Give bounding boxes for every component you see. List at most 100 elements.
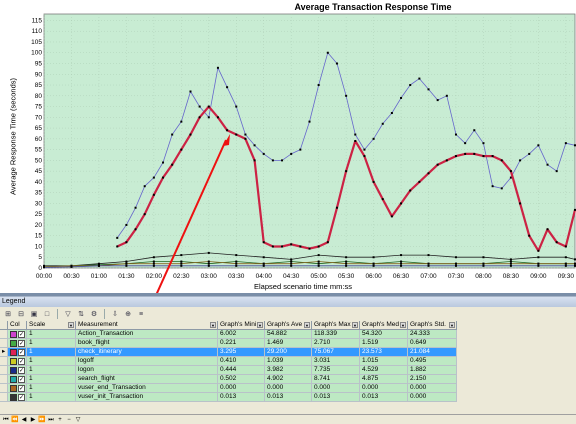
y-tick-label: 5 [38,254,42,261]
x-axis-title: Elapsed scenario time mm:ss [254,282,352,291]
sort-icon[interactable]: ⇅ [78,311,84,318]
color-swatch[interactable] [10,385,17,392]
data-point-logon [235,254,238,257]
color-swatch[interactable] [10,367,17,374]
color-swatch[interactable] [10,331,17,338]
color-cell[interactable]: ✓ [8,366,27,375]
data-point-logoff [207,264,210,267]
data-point-search_flight [482,262,485,265]
row-selector[interactable] [0,357,8,366]
y-tick-label: 105 [31,39,42,46]
chevron-down-icon[interactable]: ▼ [257,322,263,328]
column-header-measurement[interactable]: Measurement ▼ [76,321,218,330]
visibility-checkbox[interactable]: ✓ [18,331,25,338]
last-page-icon[interactable]: ⏭ [48,416,54,423]
color-cell[interactable]: ✓ [8,384,27,393]
chevron-down-icon[interactable]: ▼ [449,322,455,328]
data-point-Action_Transaction [198,105,201,108]
visibility-checkbox[interactable]: ✓ [18,394,25,401]
prev-icon[interactable]: ◀ [21,416,27,423]
color-cell[interactable]: ✓ [8,330,27,339]
next-page-icon[interactable]: ⏩ [38,416,46,423]
color-cell[interactable]: ✓ [8,339,27,348]
visibility-checkbox[interactable]: ✓ [18,367,25,374]
color-swatch[interactable] [10,376,17,383]
color-swatch[interactable] [10,394,17,401]
row-selector[interactable] [0,366,8,375]
column-header-min[interactable]: Graph's Mini ▼ [218,321,265,330]
zoom-icon[interactable]: ⊕ [125,311,131,318]
legend-row[interactable]: ✓ 1 Action_Transaction 6.002 54.882 118.339 54… [0,330,576,339]
row-selector[interactable]: ▸ [0,348,8,357]
color-swatch[interactable] [10,349,17,356]
column-header-max[interactable]: Graph's Max ▼ [312,321,360,330]
legend-row[interactable]: ✓ 1 logoff 0.410 1.039 3.031 1.015 0.495 [0,357,576,366]
hide-icon[interactable]: □ [44,311,50,318]
color-swatch[interactable] [10,340,17,347]
filter-icon[interactable]: ▽ [75,416,81,423]
x-tick-label: 04:30 [283,273,300,280]
delete-icon[interactable]: − [67,416,71,423]
show-icon[interactable]: ▣ [30,311,38,318]
deselect-icon[interactable]: ⊟ [18,311,24,318]
visibility-checkbox[interactable]: ✓ [18,376,25,383]
chevron-down-icon[interactable]: ▼ [68,322,74,328]
visibility-checkbox[interactable]: ✓ [18,340,25,347]
next-icon[interactable]: ▶ [30,416,36,423]
legend-row[interactable]: ✓ 1 logon 0.444 3.982 7.735 4.529 1.882 [0,366,576,375]
color-cell[interactable]: ✓ [8,357,27,366]
data-point-check_itinerary [454,155,457,158]
splitter[interactable] [0,293,576,296]
data-point-check_itinerary [162,176,165,179]
measure-icon[interactable]: ≡ [138,311,144,318]
add-icon[interactable]: + [58,416,62,423]
data-point-search_flight [574,262,576,265]
data-point-check_itinerary [143,213,146,216]
data-point-check_itinerary [262,241,265,244]
column-header-scale[interactable]: Scale ▼ [27,321,76,330]
chevron-down-icon[interactable]: ▼ [210,322,216,328]
row-selector[interactable] [0,339,8,348]
cell-max: 7.735 [312,366,360,375]
y-tick-label: 80 [35,93,43,100]
chevron-down-icon[interactable]: ▼ [352,322,358,328]
column-header-col[interactable]: Col [8,321,27,330]
legend-row[interactable]: ✓ 1 book_flight 0.221 1.469 2.710 1.519 0.649 [0,339,576,348]
legend-row[interactable]: ▸ ✓ 1 check_itinerary 3.295 29.200 75.067 23.57… [0,348,576,357]
chevron-down-icon[interactable]: ▼ [304,322,310,328]
data-point-Action_Transaction [180,120,183,123]
row-selector[interactable] [0,375,8,384]
x-tick-label: 03:30 [228,273,245,280]
y-tick-label: 0 [38,265,42,272]
configure-icon[interactable]: ⚙ [90,311,98,318]
first-page-icon[interactable]: ⏮ [3,416,9,423]
color-cell[interactable]: ✓ [8,348,27,357]
chevron-down-icon[interactable]: ▼ [400,322,406,328]
column-header-median[interactable]: Graph's Med ▼ [360,321,408,330]
export-icon[interactable]: ⇩ [112,311,118,318]
data-point-Action_Transaction [317,84,320,87]
prev-page-icon[interactable]: ⏪ [11,416,19,423]
column-header-avg[interactable]: Graph's Ave ▼ [265,321,312,330]
visibility-checkbox[interactable]: ✓ [18,349,25,356]
legend-row[interactable]: ✓ 1 vuser_end_Transaction 0.000 0.000 0.000 0.… [0,384,576,393]
select-all-icon[interactable]: ⊞ [5,311,11,318]
data-point-check_itinerary [418,180,421,183]
color-swatch[interactable] [10,358,17,365]
row-selector[interactable] [0,393,8,402]
data-point-check_itinerary [574,208,576,211]
filter-icon[interactable]: ▽ [65,311,71,318]
visibility-checkbox[interactable]: ✓ [18,385,25,392]
column-header-label: Graph's Med [362,321,400,328]
color-cell[interactable]: ✓ [8,393,27,402]
column-header-std[interactable]: Graph's Std. ▼ [408,321,457,330]
row-selector[interactable] [0,330,8,339]
data-point-logoff [317,264,320,267]
legend-row[interactable]: ✓ 1 vuser_init_Transaction 0.013 0.013 0.013 0… [0,393,576,402]
legend-row[interactable]: ✓ 1 search_flight 0.502 4.902 8.741 4.875 2.150 [0,375,576,384]
row-selector[interactable] [0,384,8,393]
color-cell[interactable]: ✓ [8,375,27,384]
data-point-Action_Transaction [409,84,412,87]
data-point-Action_Transaction [152,176,155,179]
visibility-checkbox[interactable]: ✓ [18,358,25,365]
